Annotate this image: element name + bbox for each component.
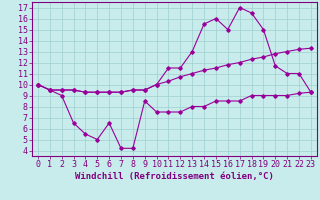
X-axis label: Windchill (Refroidissement éolien,°C): Windchill (Refroidissement éolien,°C) (75, 172, 274, 181)
